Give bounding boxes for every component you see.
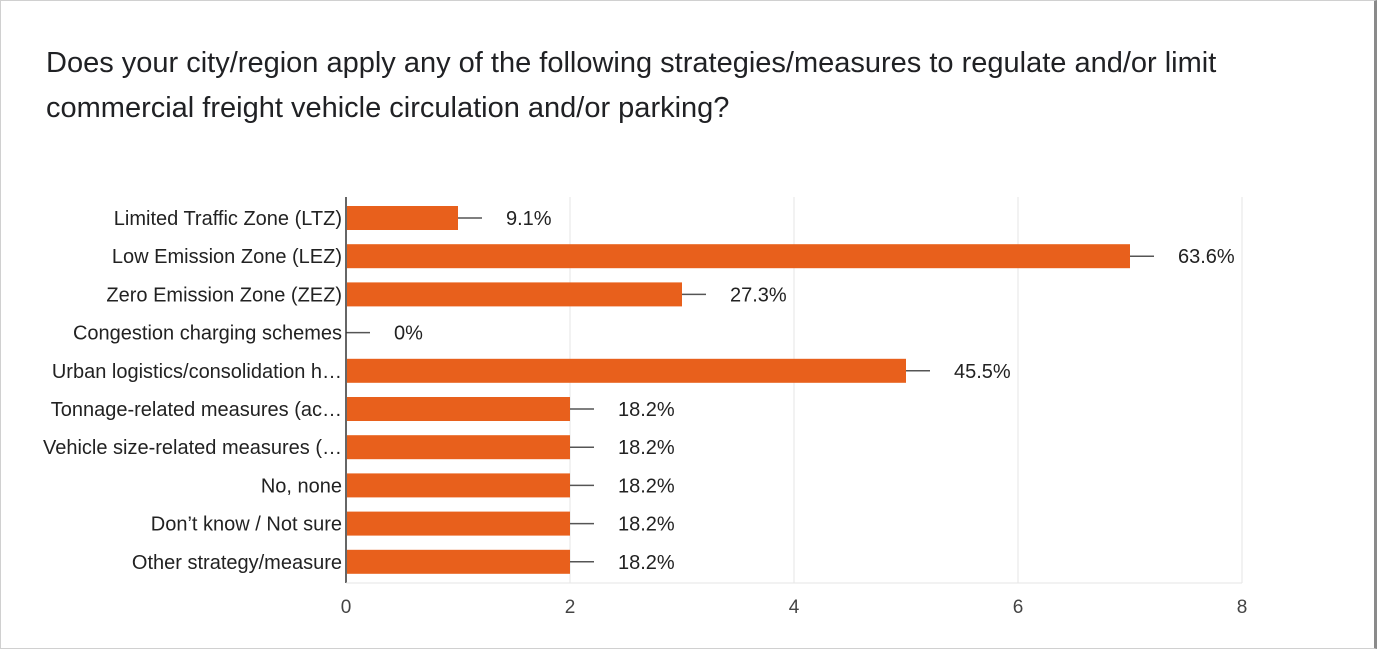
- bar: [347, 358, 906, 383]
- data-label: 63.6%: [1178, 246, 1235, 268]
- data-label: 0%: [394, 323, 423, 345]
- data-label: 45.5%: [954, 361, 1011, 383]
- category-label: Tonnage-related measures (ac…: [51, 399, 342, 421]
- bar: [347, 511, 570, 536]
- x-tick-label: 4: [789, 597, 800, 618]
- bar: [347, 473, 570, 498]
- data-label: 27.3%: [730, 284, 787, 306]
- category-label: Zero Emission Zone (ZEZ): [106, 284, 342, 306]
- data-label: 18.2%: [618, 399, 675, 421]
- category-label: Don’t know / Not sure: [151, 514, 342, 536]
- category-label: No, none: [261, 475, 342, 497]
- bar: [347, 435, 570, 460]
- data-label: 18.2%: [618, 475, 675, 497]
- x-tick-label: 2: [565, 597, 576, 618]
- category-label: Congestion charging schemes: [73, 323, 342, 345]
- data-label: 18.2%: [618, 514, 675, 536]
- bar: [347, 549, 570, 574]
- category-label: Vehicle size-related measures (…: [43, 437, 342, 459]
- question-title: Does your city/region apply any of the f…: [46, 47, 1217, 124]
- category-label: Limited Traffic Zone (LTZ): [114, 208, 342, 230]
- x-tick-label: 8: [1237, 597, 1248, 618]
- category-label: Urban logistics/consolidation h…: [52, 361, 342, 383]
- bar: [347, 206, 458, 230]
- bar: [347, 244, 1130, 269]
- category-label: Low Emission Zone (LEZ): [112, 246, 342, 268]
- x-tick-label: 0: [341, 597, 352, 618]
- bar: [347, 397, 570, 421]
- data-label: 18.2%: [618, 552, 675, 574]
- bar: [347, 282, 682, 307]
- data-label: 9.1%: [506, 208, 552, 230]
- category-label: Other strategy/measure: [132, 552, 342, 574]
- x-tick-label: 6: [1013, 597, 1024, 618]
- data-label: 18.2%: [618, 437, 675, 459]
